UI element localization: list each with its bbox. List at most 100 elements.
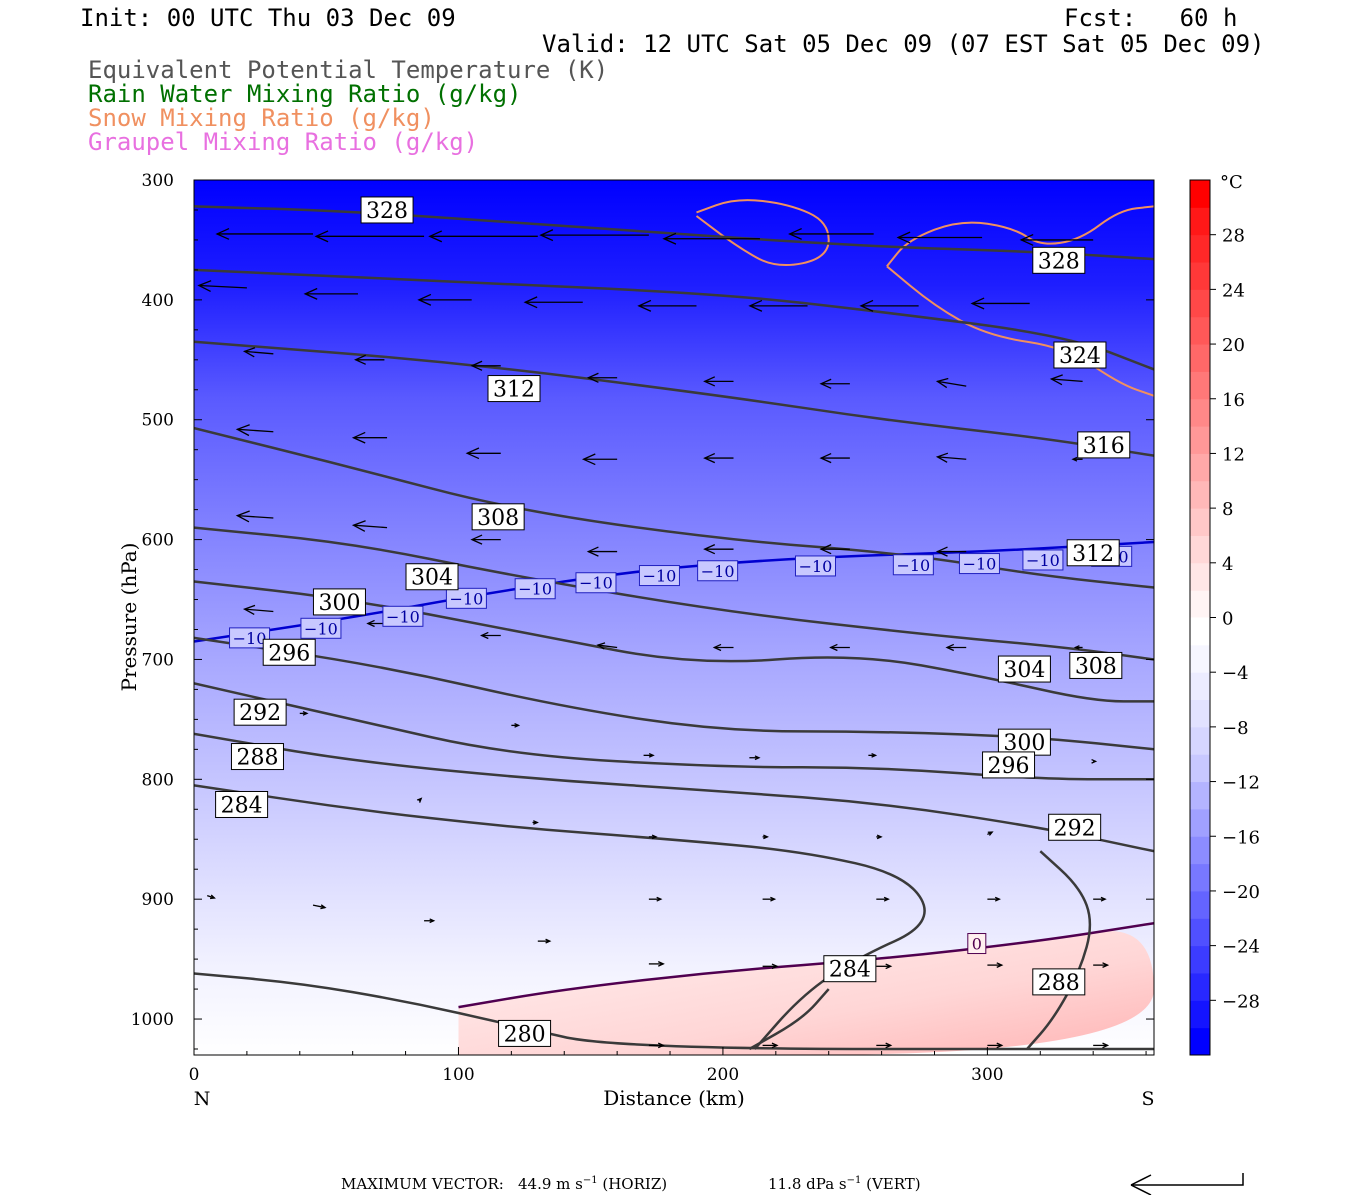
colorbar-label-10: −12	[1222, 773, 1260, 794]
wind-vector-70	[648, 961, 665, 967]
colorbar-label-8: −4	[1222, 663, 1249, 684]
colorbar-cell-warm-4	[1190, 480, 1210, 509]
wind-vector-74	[1093, 962, 1110, 968]
svg-text:−10: −10	[386, 607, 420, 626]
colorbar-cell-warm-7	[1190, 398, 1210, 427]
colorbar-cell-cold-11	[1190, 726, 1210, 755]
wind-vector-3	[428, 230, 538, 243]
wind-vector-50	[511, 722, 521, 728]
wind-vector-21	[703, 376, 734, 387]
wind-vector-62	[312, 904, 327, 910]
colorbar-cell-cold-4	[1190, 918, 1210, 947]
colorbar-label-2: 20	[1222, 335, 1245, 356]
isotherm-label-10: −10	[958, 553, 1000, 575]
wind-vector-12	[523, 296, 583, 309]
wind-vector-73	[987, 962, 1004, 968]
svg-text:0: 0	[972, 935, 982, 954]
svg-text:−10: −10	[579, 574, 613, 593]
wind-vector-30	[819, 452, 850, 464]
theta-e-isoline-6	[194, 636, 1154, 751]
theta-e-label-8: 304	[405, 563, 459, 591]
colorbar-cell-warm-14	[1190, 207, 1210, 236]
wind-vector-14	[748, 299, 808, 312]
wind-vector-55	[416, 797, 423, 803]
colorbar-cell-warm-15	[1190, 180, 1210, 208]
theta-e-isoline-2	[194, 340, 1154, 457]
x-tick-label-2: 200	[707, 1065, 739, 1085]
colorbar-label-0: 28	[1222, 226, 1245, 247]
colorbar-cell-warm-13	[1190, 234, 1210, 263]
valid-time: Valid: 12 UTC Sat 05 Dec 09 (07 EST Sat …	[542, 30, 1265, 58]
max-vector-label: MAXIMUM VECTOR:	[341, 1175, 504, 1193]
y-tick-label-5: 800	[142, 770, 174, 790]
wind-vector-52	[749, 755, 761, 761]
max-horiz-vector: 44.9 m s−1 (HORIZ)	[518, 1175, 667, 1193]
theta-e-isoline-10	[1026, 850, 1092, 1050]
wind-vector-51	[643, 752, 655, 758]
svg-text:292: 292	[1054, 816, 1096, 841]
wind-vector-19	[470, 360, 501, 371]
legend-snow: Snow Mixing Ratio (g/kg)	[88, 104, 435, 132]
wind-vector-59	[876, 834, 883, 840]
wind-vector-65	[648, 896, 663, 902]
isotherm-label-2: −10	[382, 605, 424, 627]
wind-vector-27	[465, 447, 501, 460]
y-tick-label-7: 1000	[131, 1010, 174, 1030]
init-time: Init: 00 UTC Thu 03 Dec 09	[80, 4, 456, 32]
colorbar-cell-cold-10	[1190, 754, 1210, 783]
wind-vector-25	[235, 424, 274, 437]
wind-vector-72	[876, 963, 893, 970]
theta-e-label-12: 296	[262, 638, 316, 666]
x-end-label-left: N	[194, 1088, 211, 1110]
wind-vector-53	[868, 752, 878, 758]
wind-vector-8	[1019, 233, 1094, 246]
wind-vector-49	[299, 710, 309, 716]
wind-vector-20	[586, 372, 618, 383]
colorbar-cell-cold-2	[1190, 972, 1210, 1001]
wind-vector-7	[896, 231, 983, 244]
colorbar-cell-warm-12	[1190, 262, 1210, 290]
isotherm-label-11: −10	[1022, 549, 1064, 571]
theta-e-label-7: 308	[1069, 651, 1123, 679]
colorbar-cell-warm-3	[1190, 508, 1210, 536]
wind-vector-61	[207, 894, 216, 900]
x-tick-label-0: 0	[189, 1065, 200, 1085]
theta-e-label-0: 328	[360, 196, 414, 224]
theta-e-label-13: 296	[982, 751, 1036, 779]
wind-vector-23	[935, 377, 967, 389]
wind-vector-63	[424, 918, 436, 924]
colorbar-label-5: 8	[1222, 499, 1233, 520]
colorbar-cell-cold-9	[1190, 781, 1210, 810]
colorbar-cell-cold-12	[1190, 699, 1210, 728]
wind-vector-48	[1073, 645, 1083, 650]
colorbar-label-1: 24	[1222, 280, 1245, 301]
theta-e-isoline-7	[194, 682, 1154, 781]
wind-vector-4	[539, 229, 649, 242]
wind-vector-16	[970, 297, 1030, 310]
svg-text:288: 288	[1038, 971, 1080, 996]
vert-value: 11.8 dPa s	[768, 1175, 847, 1193]
svg-text:−10: −10	[701, 562, 735, 581]
wind-vector-0	[134, 223, 194, 234]
wind-vector-29	[703, 452, 734, 464]
isotherm-label-8: −10	[794, 555, 836, 577]
cross-section-chart: −10−10−10−10−10−10−10−10−10−10−10−10−100…	[117, 171, 1260, 1110]
wind-vector-36	[586, 546, 618, 557]
theta-e-isoline-4	[194, 526, 1154, 661]
colorbar-cell-warm-10	[1190, 316, 1210, 345]
theta-e-isoline-12	[194, 972, 1154, 1051]
y-tick-label-3: 600	[142, 531, 174, 551]
theta-e-isoline-5	[194, 580, 1154, 703]
wind-vector-45	[712, 643, 734, 652]
wind-vector-57	[648, 834, 658, 840]
wind-vector-66	[762, 896, 777, 902]
wind-vector-46	[829, 643, 850, 652]
theta-e-label-1: 328	[1032, 246, 1086, 274]
y-tick-label-0: 300	[142, 171, 174, 191]
colorbar-cell-warm-0	[1190, 590, 1210, 618]
svg-text:308: 308	[477, 506, 519, 531]
colorbar-label-4: 12	[1222, 444, 1245, 465]
wind-vector-68	[987, 896, 1001, 902]
svg-text:308: 308	[1075, 654, 1117, 679]
svg-text:280: 280	[504, 1022, 546, 1047]
